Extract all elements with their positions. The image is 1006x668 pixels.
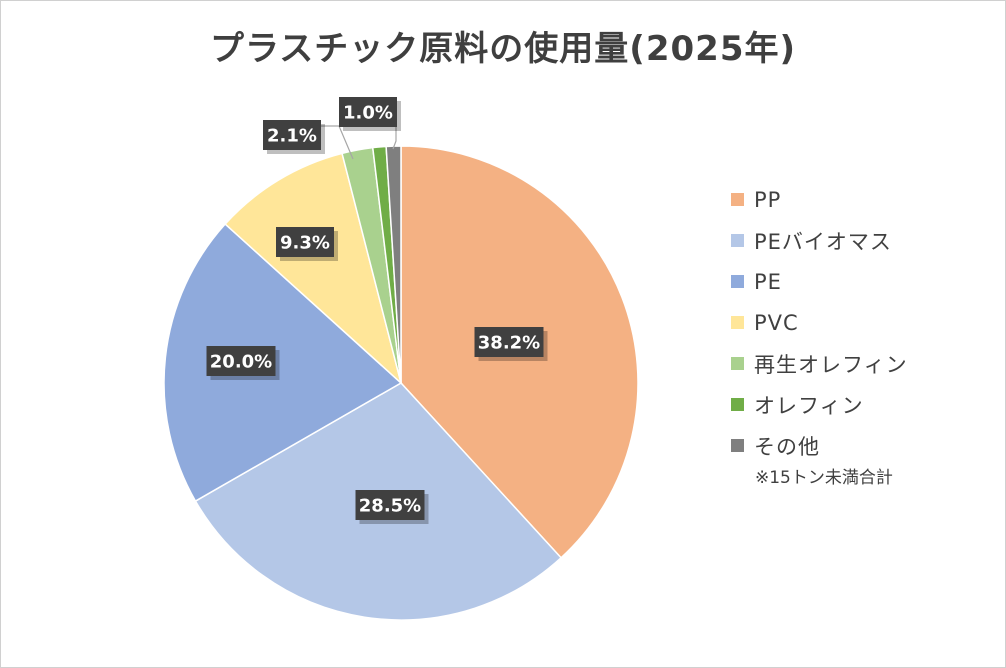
- legend: PP PEバイオマス PE PVC 再生オレフィン オレフィン その他: [731, 179, 908, 466]
- legend-label-pvc: PVC: [754, 310, 799, 335]
- leader-line-other: [392, 126, 397, 150]
- legend-item-pvc: PVC: [731, 302, 908, 343]
- data-label-text-pvc: 9.3%: [280, 233, 330, 254]
- data-label-text-pe-biomass: 28.5%: [359, 496, 421, 517]
- data-label-recycled-olefin: 2.1%: [263, 120, 325, 154]
- data-label-pp: 38.2%: [474, 327, 548, 361]
- data-label-box-pe-biomass: [355, 490, 425, 520]
- legend-label-other: その他: [754, 434, 820, 459]
- legend-swatch-pe-biomass: [731, 234, 744, 247]
- data-label-text-other: 1.0%: [343, 103, 393, 124]
- data-label-text-pe: 20.0%: [210, 352, 272, 373]
- pie-slice-pe: [163, 222, 403, 503]
- data-label-box-other: [339, 97, 397, 127]
- legend-swatch-olefin: [731, 398, 744, 411]
- legend-item-pp: PP: [731, 179, 908, 220]
- legend-item-pe: PE: [731, 261, 908, 302]
- data-label-box-pp: [474, 327, 544, 357]
- legend-swatch-recycled-olefin: [731, 357, 744, 370]
- chart-title: プラスチック原料の使用量(2025年): [209, 29, 797, 69]
- data-label-box-pe: [206, 346, 276, 376]
- legend-swatch-pe: [731, 275, 744, 288]
- data-label-pe-biomass: 28.5%: [355, 490, 429, 524]
- legend-label-pe: PE: [754, 269, 782, 294]
- legend-swatch-other: [731, 439, 744, 452]
- legend-label-recycled-olefin: 再生オレフィン: [754, 352, 908, 377]
- legend-note: ※15トン未満合計: [755, 468, 893, 488]
- data-label-text-pp: 38.2%: [478, 333, 540, 354]
- data-label-other: 1.0%: [339, 97, 401, 131]
- legend-label-pp: PP: [754, 187, 782, 212]
- data-label-pe: 20.0%: [206, 346, 280, 380]
- data-label-box-recycled-olefin: [263, 120, 321, 150]
- legend-swatch-pp: [731, 193, 744, 206]
- data-label-box-pvc: [276, 227, 334, 257]
- legend-item-pe-biomass: PEバイオマス: [731, 220, 908, 261]
- pie-slice-pvc: [224, 152, 403, 386]
- legend-swatch-pvc: [731, 316, 744, 329]
- legend-item-recycled-olefin: 再生オレフィン: [731, 343, 908, 384]
- legend-item-other: その他: [731, 425, 908, 466]
- data-label-pvc: 9.3%: [276, 227, 338, 261]
- legend-item-olefin: オレフィン: [731, 384, 908, 425]
- legend-label-olefin: オレフィン: [754, 393, 864, 418]
- data-label-text-recycled-olefin: 2.1%: [267, 126, 317, 147]
- legend-label-pe-biomass: PEバイオマス: [754, 229, 892, 254]
